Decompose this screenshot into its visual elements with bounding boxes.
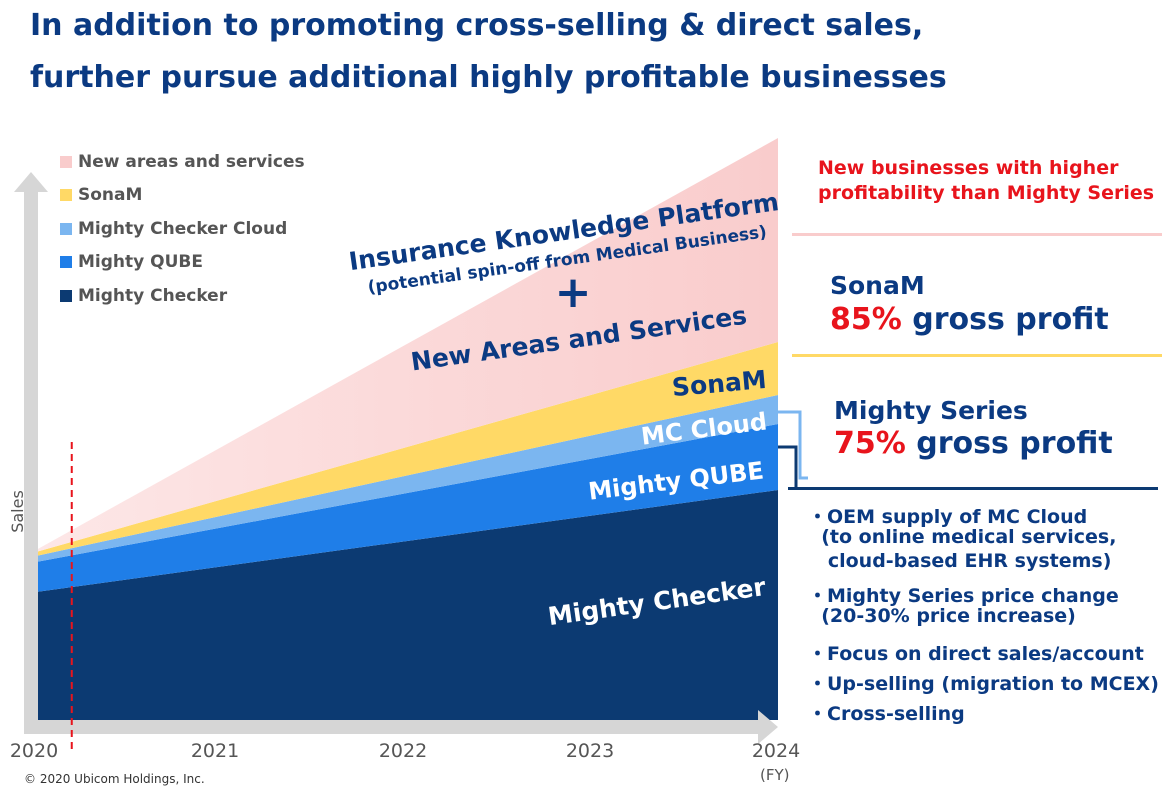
y-axis-arrow xyxy=(14,172,48,730)
mc-cloud-bracket xyxy=(778,410,808,480)
mighty-pct: 75% xyxy=(834,426,906,461)
separator-sonam xyxy=(792,354,1162,357)
legend-label: Mighty QUBE xyxy=(78,252,203,273)
legend-label: Mighty Checker xyxy=(78,285,228,306)
bullet-line: ・Up-selling (migration to MCEX) xyxy=(808,673,1159,695)
x-axis-arrow xyxy=(24,710,778,744)
area-mighty-checker-cloud xyxy=(36,395,778,562)
x-axis-unit: (FY) xyxy=(760,766,790,784)
legend-swatch xyxy=(60,222,72,235)
new-business-line-2: profitability than Mighty Series xyxy=(818,182,1155,204)
x-tick-label: 2023 xyxy=(565,740,615,762)
legend-swatch xyxy=(60,256,72,269)
copyright: © 2020 Ubicom Holdings, Inc. xyxy=(24,772,205,786)
title-line-2: further pursue additional highly profita… xyxy=(30,60,947,95)
legend-swatch xyxy=(60,155,72,168)
legend-item-mighty-qube: Mighty QUBE xyxy=(60,246,305,280)
x-tick-label: 2022 xyxy=(378,740,428,762)
separator-new-areas xyxy=(792,233,1162,236)
bullet-line: ・Cross-selling xyxy=(808,703,965,725)
bullet-line: (20-30% price increase) xyxy=(808,605,1076,627)
bullet-line: ・Focus on direct sales/account xyxy=(808,643,1144,665)
legend-swatch xyxy=(60,289,72,302)
chart-legend: New areas and services SonaM Mighty Chec… xyxy=(60,145,305,313)
area-new-areas-and-services xyxy=(36,138,778,552)
legend-item-sonam: SonaM xyxy=(60,179,305,213)
label-plus: + xyxy=(555,267,592,318)
sonam-heading: SonaM xyxy=(830,271,925,300)
x-tick-label: 2020 xyxy=(9,740,59,762)
title-line-1: In addition to promoting cross-selling &… xyxy=(30,8,924,43)
legend-label: SonaM xyxy=(78,185,143,206)
new-business-line-1: New businesses with higher xyxy=(818,157,1119,179)
area-mighty-checker xyxy=(36,490,778,720)
mighty-series-heading: Mighty Series xyxy=(834,396,1028,425)
bullet-line: (to online medical services, xyxy=(808,526,1117,548)
legend-item-mc-cloud: Mighty Checker Cloud xyxy=(60,212,305,246)
bullet-line: cloud-based EHR systems) xyxy=(808,550,1112,572)
legend-label: Mighty Checker Cloud xyxy=(78,218,288,239)
y-axis-label: Sales xyxy=(7,490,27,533)
legend-item-mighty-checker: Mighty Checker xyxy=(60,279,305,313)
area-mighty-qube xyxy=(36,424,778,592)
legend-item-new-areas: New areas and services xyxy=(60,145,305,179)
bullet-line: ・OEM supply of MC Cloud xyxy=(808,506,1088,528)
x-tick-label: 2024 xyxy=(751,740,801,762)
legend-label: New areas and services xyxy=(78,151,305,172)
mighty-bracket xyxy=(778,445,798,487)
sonam-gross-profit: 85% gross profit xyxy=(830,302,1109,337)
mighty-gross-profit: 75% gross profit xyxy=(834,426,1113,461)
bullet-line: ・Mighty Series price change xyxy=(808,585,1119,607)
x-tick-label: 2021 xyxy=(190,740,240,762)
new-business-note: New businesses with higher profitability… xyxy=(818,156,1154,206)
sonam-pct: 85% xyxy=(830,302,902,337)
mighty-gross-text: gross profit xyxy=(905,426,1113,461)
separator-mighty xyxy=(788,487,1158,490)
sonam-gross-text: gross profit xyxy=(901,302,1109,337)
legend-swatch xyxy=(60,189,72,202)
area-sonam xyxy=(36,342,778,556)
